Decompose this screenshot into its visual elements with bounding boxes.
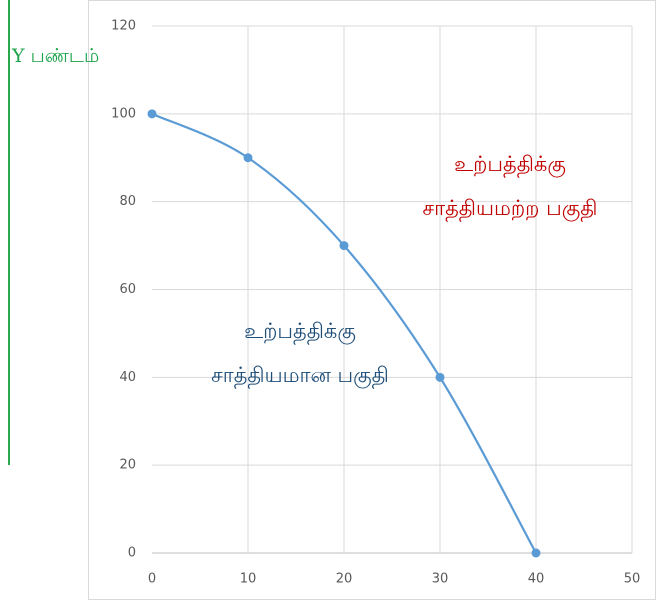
point	[531, 548, 541, 558]
x-tick-label: 10	[240, 572, 257, 587]
curve	[151, 112, 537, 554]
annotation: உற்பத்திக்கு	[454, 152, 566, 178]
y-tick-label: 60	[119, 282, 136, 297]
annotation: சாத்தியமற்ற பகுதி	[422, 196, 597, 222]
point	[243, 153, 253, 163]
y-tick-label: 20	[119, 458, 136, 473]
y-tick-label: 0	[128, 546, 136, 561]
x-tick-label: 40	[528, 572, 545, 587]
y-tick-label: 120	[111, 19, 136, 34]
x-tick-label: 0	[148, 572, 156, 587]
x-tick-label: 50	[624, 572, 641, 587]
chart-border	[88, 0, 656, 600]
x-tick-label: 20	[336, 572, 353, 587]
point	[147, 109, 157, 119]
x-tick-label: 30	[432, 572, 449, 587]
y-tick-label: 80	[119, 194, 136, 209]
y-tick-label: 40	[119, 370, 136, 385]
point	[435, 372, 445, 382]
annotation: சாத்தியமான பகுதி	[211, 363, 389, 389]
y-axis-label: Y பண்டம்	[11, 45, 99, 67]
point	[339, 241, 349, 251]
y-tick-label: 100	[111, 106, 136, 121]
annotation: உற்பத்திக்கு	[244, 319, 356, 345]
